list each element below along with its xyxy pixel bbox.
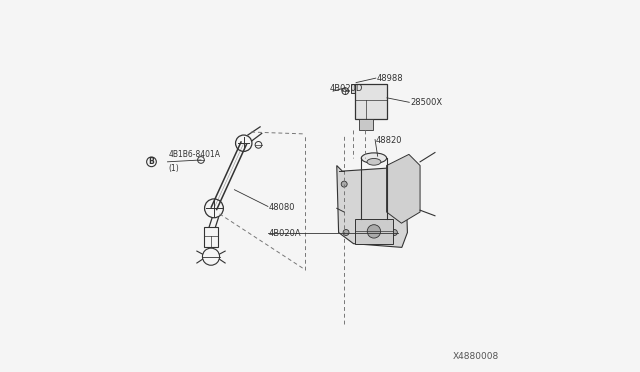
Text: 4B020D: 4B020D bbox=[330, 84, 363, 93]
Polygon shape bbox=[337, 166, 408, 247]
Circle shape bbox=[367, 225, 381, 238]
Ellipse shape bbox=[362, 153, 387, 163]
Text: 28500X: 28500X bbox=[410, 98, 442, 107]
Text: (1): (1) bbox=[168, 164, 179, 173]
Text: 4B020A: 4B020A bbox=[269, 229, 301, 238]
Bar bbox=[355, 84, 387, 119]
Circle shape bbox=[343, 230, 349, 235]
Ellipse shape bbox=[362, 215, 387, 224]
Text: 48820: 48820 bbox=[376, 136, 403, 145]
Bar bbox=[204, 227, 218, 247]
Text: B: B bbox=[148, 157, 154, 166]
Text: 48988: 48988 bbox=[376, 74, 403, 83]
Text: 48080: 48080 bbox=[269, 203, 295, 212]
Circle shape bbox=[394, 181, 399, 187]
Polygon shape bbox=[387, 154, 420, 223]
Bar bbox=[359, 119, 373, 130]
Bar bbox=[351, 84, 358, 93]
Circle shape bbox=[392, 230, 397, 235]
Bar bbox=[355, 219, 392, 244]
Circle shape bbox=[341, 181, 347, 187]
Text: X4880008: X4880008 bbox=[452, 352, 499, 361]
Ellipse shape bbox=[367, 158, 381, 165]
Text: 4B1B6-8401A: 4B1B6-8401A bbox=[168, 150, 220, 159]
